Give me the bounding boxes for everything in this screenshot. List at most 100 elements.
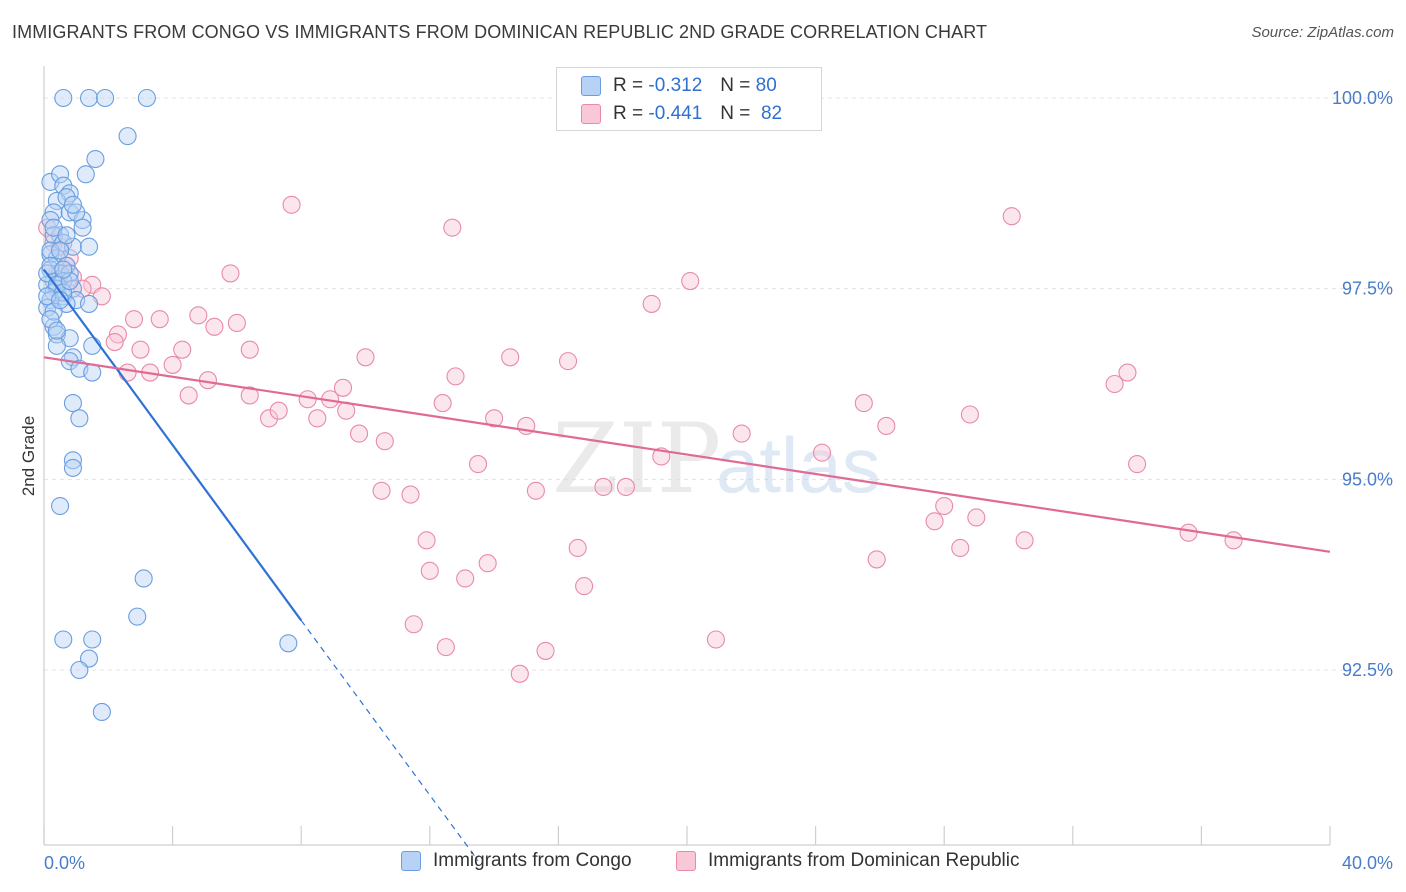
- legend-label-dominican: Immigrants from Dominican Republic: [708, 850, 1020, 871]
- y-tick-label: 100.0%: [1332, 88, 1393, 108]
- legend-r-value: -0.441: [648, 103, 703, 124]
- y-tick-label: 97.5%: [1342, 279, 1393, 299]
- data-point-dominican: [356, 348, 375, 367]
- data-point-congo: [73, 218, 92, 237]
- watermark-atlas: atlas: [716, 421, 881, 509]
- data-point-dominican: [259, 409, 279, 428]
- data-point-dominican: [240, 386, 259, 405]
- data-point-congo: [51, 165, 70, 184]
- data-point-dominican: [375, 432, 394, 451]
- data-point-dominican: [1179, 523, 1198, 542]
- data-point-dominican: [433, 394, 452, 413]
- data-point-dominican: [333, 378, 353, 397]
- legend-label-congo: Immigrants from Congo: [433, 850, 632, 871]
- data-point-dominican: [189, 306, 208, 325]
- legend-n-label: N =: [720, 103, 751, 124]
- watermark-zip: ZIP: [552, 403, 721, 515]
- data-point-dominican: [925, 512, 944, 531]
- data-point-congo: [54, 630, 73, 649]
- data-point-congo: [57, 188, 76, 207]
- data-point-congo: [60, 271, 79, 291]
- data-point-dominican: [118, 363, 137, 382]
- data-point-dominican: [960, 405, 979, 424]
- data-point-dominican: [568, 538, 587, 558]
- legend-item-dominican[interactable]: Immigrants from Dominican Republic: [676, 850, 1020, 872]
- data-point-dominican: [732, 424, 751, 443]
- legend-swatch-dominican: [581, 104, 601, 124]
- data-point-dominican: [854, 394, 873, 413]
- data-point-dominican: [124, 310, 144, 329]
- data-point-congo: [70, 660, 89, 680]
- data-point-dominican: [967, 508, 986, 527]
- data-point-dominican: [221, 264, 240, 283]
- data-point-dominican: [443, 218, 462, 237]
- legend-r-label: R =: [613, 75, 644, 96]
- data-point-dominican: [594, 477, 613, 497]
- trend-line-congo: [43, 268, 303, 622]
- data-point-congo: [79, 294, 99, 313]
- data-point-congo: [54, 88, 73, 108]
- legend-r-value: -0.312: [648, 75, 703, 96]
- data-point-dominican: [1224, 531, 1243, 550]
- legend-n-label: N =: [720, 75, 751, 96]
- grid-lines: [44, 97, 1395, 671]
- data-point-congo: [41, 241, 60, 260]
- data-point-dominican: [642, 294, 661, 313]
- legend-n-value: 82: [760, 103, 783, 124]
- data-point-dominican: [350, 424, 369, 443]
- data-point-dominican: [468, 455, 488, 474]
- legend-r-label: R =: [613, 103, 644, 124]
- y-tick-label: 95.0%: [1342, 469, 1393, 489]
- data-point-dominican: [510, 664, 529, 683]
- data-point-congo: [79, 237, 99, 256]
- data-point-dominican: [575, 577, 594, 596]
- data-point-dominican: [150, 310, 169, 329]
- data-point-dominican: [1105, 374, 1124, 394]
- data-point-dominican: [446, 367, 465, 386]
- data-point-congo: [63, 195, 82, 214]
- series-legend: Immigrants from Congo Immigrants from Do…: [0, 850, 1406, 880]
- data-point-dominican: [501, 348, 520, 367]
- data-point-congo: [73, 210, 92, 230]
- y-tick-label: 92.5%: [1342, 660, 1393, 680]
- data-point-dominican: [240, 340, 259, 359]
- data-point-dominican: [1118, 363, 1137, 382]
- trend-line-dominican: [43, 356, 1331, 553]
- data-point-congo: [63, 394, 82, 413]
- data-point-dominican: [179, 386, 198, 405]
- data-point-dominican: [616, 477, 635, 497]
- data-point-dominican: [526, 481, 545, 500]
- data-point-congo: [83, 630, 102, 649]
- data-point-dominican: [227, 313, 246, 333]
- data-point-dominican: [372, 481, 391, 500]
- data-point-congo: [47, 321, 66, 340]
- legend-item-congo[interactable]: Immigrants from Congo: [401, 850, 632, 872]
- legend-row-congo: R = -0.312 N = 80: [557, 72, 777, 100]
- data-point-dominican: [269, 401, 288, 420]
- data-point-congo: [54, 260, 73, 279]
- y-axis-label: 2nd Grade: [19, 416, 38, 496]
- data-point-congo: [86, 149, 105, 169]
- data-point-dominican: [205, 317, 224, 336]
- data-point-congo: [137, 88, 156, 108]
- series-dominican-points: [38, 195, 1243, 683]
- legend-swatch-dominican: [676, 851, 696, 871]
- stats-legend: R = -0.312 N = 80 R = -0.441 N = 82: [556, 67, 822, 131]
- data-point-dominican: [935, 496, 954, 516]
- data-point-congo: [54, 176, 73, 195]
- series-congo-points: [38, 88, 298, 721]
- data-point-dominican: [436, 638, 455, 657]
- data-point-dominican: [417, 531, 436, 550]
- data-point-dominican: [105, 333, 124, 352]
- data-point-congo: [79, 88, 99, 108]
- data-point-dominican: [163, 355, 182, 374]
- data-point-congo: [118, 127, 137, 146]
- data-point-dominican: [298, 390, 317, 409]
- trend-line-congo-extension: [300, 620, 479, 862]
- data-point-dominican: [536, 641, 555, 660]
- data-point-congo: [92, 702, 111, 721]
- data-point-dominican: [1015, 531, 1034, 550]
- data-point-dominican: [401, 485, 420, 504]
- data-point-congo: [63, 458, 82, 477]
- data-point-congo: [63, 451, 82, 470]
